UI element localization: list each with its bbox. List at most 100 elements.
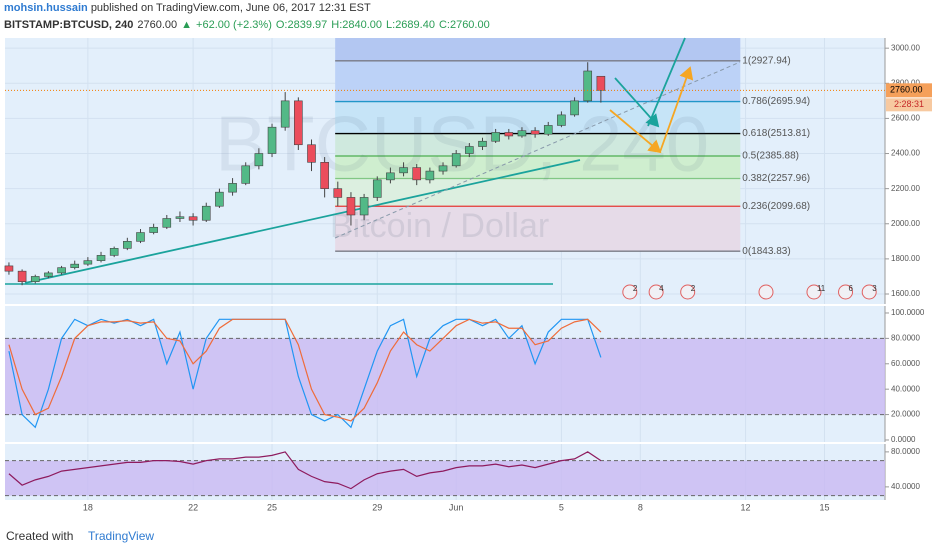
event-icon — [648, 284, 664, 300]
candle-body — [399, 167, 408, 174]
arrow — [659, 66, 694, 153]
candle-body — [30, 276, 40, 283]
countdown-box — [886, 98, 932, 112]
x-tick-label: 5 — [559, 502, 564, 512]
candle-body — [465, 146, 474, 154]
y-tick-label: 80.0000 — [891, 447, 920, 456]
event-label: 2 — [633, 284, 638, 293]
y-tick-label: 100.0000 — [891, 308, 925, 317]
arrow — [647, 37, 686, 127]
y-tick-label: 2000.00 — [891, 219, 920, 228]
candle-body — [372, 179, 382, 198]
fib-label: 0.382(2257.96) — [742, 173, 810, 184]
candle-body — [478, 140, 487, 147]
candle-body — [425, 170, 435, 181]
fib-label: 0.236(2099.68) — [742, 201, 810, 212]
candle-body — [583, 70, 593, 102]
candle-body — [241, 165, 251, 184]
candle-body — [333, 188, 343, 198]
y-tick-label: 3000.00 — [891, 43, 920, 52]
fib-zone — [335, 206, 741, 252]
x-tick-label: 15 — [819, 502, 829, 512]
candle-body — [109, 248, 119, 256]
change: +62.00 (+2.3%) — [196, 19, 272, 31]
candle-body — [491, 132, 500, 142]
candle-body — [346, 197, 356, 216]
fib-label: 1(2927.94) — [742, 55, 790, 66]
candle-body — [70, 263, 80, 268]
candle-body — [530, 130, 540, 135]
candle-body — [543, 125, 553, 135]
candle-body — [386, 172, 395, 181]
candle-body — [412, 167, 422, 181]
event-label: 6 — [849, 284, 854, 293]
candle-body — [162, 218, 172, 228]
candle-body — [83, 260, 93, 265]
trend-line — [24, 159, 581, 284]
candle-body — [215, 191, 224, 207]
open: O:2839.97 — [275, 19, 328, 31]
event-icon — [622, 284, 638, 300]
indicator-line — [8, 318, 602, 429]
price: 2760.00 — [137, 19, 178, 31]
footer: Created with TradingView — [0, 520, 932, 550]
low: L:2689.40 — [386, 19, 435, 31]
candle-body — [557, 114, 566, 126]
y-tick-label: 60.0000 — [891, 359, 920, 368]
y-tick-label: 80.0000 — [891, 333, 920, 342]
candle-body — [267, 126, 277, 154]
band — [5, 338, 885, 415]
y-tick-label: 2600.00 — [891, 114, 920, 123]
candle-body — [96, 255, 106, 261]
candle-body — [320, 162, 329, 189]
event-icon — [758, 284, 774, 300]
y-tick-label: 1600.00 — [891, 289, 920, 298]
fib-label: 0(1843.83) — [742, 246, 790, 257]
candle-body — [57, 267, 66, 274]
candle-body — [123, 241, 132, 249]
event-label: 3 — [872, 284, 877, 293]
event-icon — [861, 284, 877, 300]
candle-body — [451, 153, 461, 167]
candle-body — [359, 197, 369, 216]
y-tick-label: 40.0000 — [891, 384, 920, 393]
x-tick-label: 8 — [638, 502, 643, 512]
candle-body — [17, 270, 27, 283]
candle-body — [307, 144, 316, 163]
y-tick-label: 1800.00 — [891, 254, 920, 263]
indicator-line — [8, 318, 602, 422]
user[interactable]: mohsin.hussain — [4, 2, 88, 14]
candle-body — [149, 226, 158, 233]
candle-body — [517, 130, 527, 137]
event-label: 4 — [659, 284, 664, 293]
x-tick-label: Jun — [449, 502, 464, 512]
y-tick-label: 2400.00 — [891, 149, 920, 158]
chart: 18 22 25 29 Jun 5 8 12 151600.001800.002000.0022… — [0, 36, 932, 520]
candle-body — [188, 216, 198, 221]
x-tick-label: 29 — [372, 502, 382, 512]
y-tick-label: 2800.00 — [891, 78, 920, 87]
last-price-label: 2760.00 — [890, 85, 923, 95]
candle-body — [228, 183, 237, 193]
high: H:2840.00 — [331, 19, 383, 31]
published: published on TradingView.com, June 06, 2… — [90, 2, 371, 14]
candle-body — [570, 100, 579, 116]
fib-zone — [335, 178, 741, 207]
candle-body — [294, 100, 303, 146]
event-icon — [806, 284, 822, 300]
x-tick-label: 22 — [188, 502, 198, 512]
x-tick-label: 12 — [741, 502, 751, 512]
y-tick-label: 0.0000 — [891, 435, 916, 444]
countdown: 2:28:31 — [894, 99, 924, 109]
event-icon — [838, 284, 854, 300]
candle-body — [136, 232, 145, 242]
candle-body — [438, 165, 448, 172]
fib-label: 0.786(2695.94) — [742, 96, 810, 107]
candle-body — [4, 265, 14, 272]
fib-label: 0.5(2385.88) — [742, 151, 799, 162]
fib-label: 0.618(2513.81) — [742, 128, 810, 139]
candle-body — [175, 216, 185, 219]
indicator-line — [8, 451, 602, 490]
brand[interactable]: TradingView — [88, 529, 155, 543]
